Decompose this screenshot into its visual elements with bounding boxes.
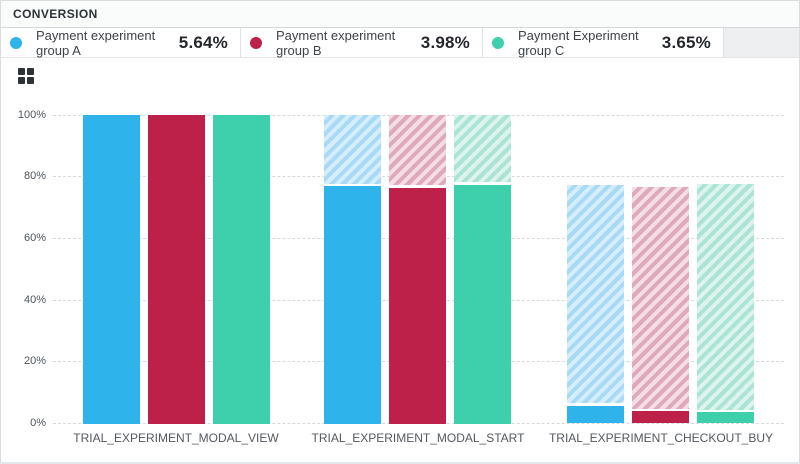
bar-solid-segment	[454, 185, 511, 424]
bar-trial_experiment_modal_start-series-1[interactable]	[389, 115, 446, 424]
bar-trial_experiment_modal_view-series-2[interactable]	[213, 115, 270, 424]
y-axis-tick: 100%	[17, 109, 46, 121]
legend-label: Payment experiment group A	[36, 27, 156, 58]
group-c-dot-icon	[492, 36, 504, 49]
y-axis-tick: 80%	[23, 170, 46, 182]
legend-value: 5.64%	[178, 32, 228, 52]
x-axis-label: TRIAL_EXPERIMENT_MODAL_START	[311, 431, 525, 445]
bar-trial_experiment_modal_start-series-0[interactable]	[324, 115, 381, 424]
bar-carryover-segment	[567, 185, 624, 403]
y-axis-tick: 20%	[23, 355, 46, 367]
bar-solid-segment	[389, 188, 446, 424]
legend-label: Payment experiment group B	[276, 27, 396, 58]
bar-chart: 0% 20% 40% 60% 80% 100% TRIAL_EXPERIMENT_MODAL…	[1, 58, 799, 462]
grid-view-icon[interactable]	[18, 68, 34, 84]
bar-solid-segment	[213, 115, 270, 424]
x-axis-label: TRIAL_EXPERIMENT_MODAL_VIEW	[73, 431, 279, 445]
legend: Payment experiment group A 5.64% Payment…	[1, 28, 799, 58]
group-b-dot-icon	[250, 36, 262, 49]
legend-item-group-b[interactable]: Payment experiment group B 3.98%	[241, 27, 483, 58]
legend-value: 3.65%	[661, 32, 711, 52]
bar-solid-segment	[83, 115, 140, 424]
legend-label: Payment Experiment group C	[518, 27, 639, 58]
panel-title: CONVERSION	[13, 7, 98, 21]
y-axis-tick: 0%	[30, 417, 46, 429]
panel-header: CONVERSION	[1, 1, 799, 28]
bar-solid-segment	[697, 412, 754, 423]
bar-carryover-segment	[697, 184, 754, 410]
bar-carryover-segment	[324, 115, 381, 184]
y-axis-tick: 40%	[23, 294, 46, 306]
bar-carryover-segment	[454, 115, 511, 182]
bar-trial_experiment_checkout_buy-series-1[interactable]	[632, 187, 689, 423]
bar-carryover-segment	[632, 187, 689, 409]
legend-item-group-c[interactable]: Payment Experiment group C 3.65%	[483, 27, 724, 58]
x-axis-label: TRIAL_EXPERIMENT_CHECKOUT_BUY	[548, 431, 774, 445]
bar-trial_experiment_checkout_buy-series-0[interactable]	[567, 185, 624, 423]
bar-trial_experiment_modal_start-series-2[interactable]	[454, 115, 511, 424]
legend-filler	[724, 28, 799, 57]
bar-solid-segment	[148, 115, 205, 424]
bar-solid-segment	[324, 186, 381, 424]
legend-item-group-a[interactable]: Payment experiment group A 5.64%	[1, 27, 241, 58]
bar-carryover-segment	[389, 115, 446, 185]
bar-trial_experiment_modal_view-series-0[interactable]	[83, 115, 140, 424]
bar-solid-segment	[632, 411, 689, 423]
bar-solid-segment	[567, 406, 624, 423]
legend-value: 3.98%	[420, 32, 470, 52]
y-axis-tick: 60%	[23, 232, 46, 244]
bar-trial_experiment_modal_view-series-1[interactable]	[148, 115, 205, 424]
group-a-dot-icon	[10, 36, 22, 49]
bar-trial_experiment_checkout_buy-series-2[interactable]	[697, 184, 754, 423]
